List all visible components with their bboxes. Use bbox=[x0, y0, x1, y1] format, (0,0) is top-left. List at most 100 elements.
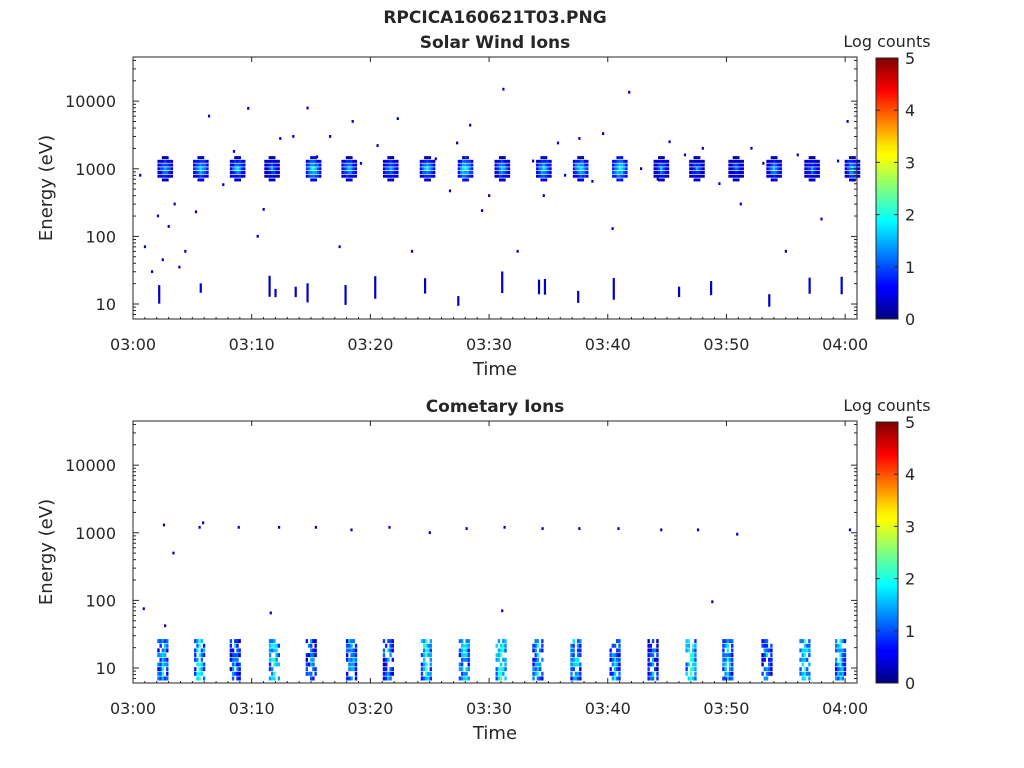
burst-cell bbox=[647, 657, 650, 662]
burst-cell bbox=[236, 639, 239, 644]
burst-cell bbox=[316, 163, 320, 167]
count-point bbox=[564, 173, 567, 177]
burst-cell bbox=[572, 662, 575, 667]
burst-cell bbox=[693, 159, 696, 163]
burst-cell bbox=[314, 170, 318, 174]
burst-cell bbox=[350, 163, 353, 167]
burst-cell bbox=[393, 167, 397, 171]
count-point bbox=[739, 202, 742, 206]
count-point bbox=[611, 227, 614, 230]
burst-cell bbox=[505, 174, 508, 178]
burst-cell bbox=[722, 653, 725, 658]
burst-cell bbox=[350, 667, 353, 672]
burst-cell bbox=[229, 170, 233, 174]
count-point bbox=[388, 525, 391, 529]
ion-burst bbox=[532, 639, 544, 681]
burst-cell bbox=[467, 657, 470, 662]
burst-cell bbox=[851, 156, 854, 160]
burst-cell bbox=[238, 156, 242, 160]
count-point bbox=[750, 146, 753, 150]
burst-cell bbox=[310, 163, 313, 167]
burst-cell bbox=[702, 159, 705, 163]
burst-cell bbox=[502, 657, 505, 662]
burst-cell bbox=[534, 662, 537, 667]
burst-cell bbox=[570, 643, 573, 648]
burst-cell bbox=[266, 170, 269, 174]
burst-cell bbox=[544, 178, 548, 182]
burst-cell bbox=[581, 156, 585, 160]
burst-cell bbox=[813, 163, 816, 167]
burst-cell bbox=[310, 676, 313, 681]
burst-cell bbox=[775, 178, 778, 182]
burst-cell bbox=[495, 671, 498, 676]
burst-cell bbox=[808, 178, 812, 182]
burst-cell bbox=[275, 662, 278, 667]
burst-cell bbox=[166, 159, 169, 163]
burst-cell bbox=[737, 156, 740, 160]
burst-cell bbox=[666, 167, 670, 171]
burst-cell bbox=[166, 174, 169, 178]
colorbar-tick-label: 1 bbox=[905, 622, 915, 641]
burst-cell bbox=[467, 653, 470, 658]
burst-cell bbox=[654, 667, 657, 672]
count-point bbox=[456, 141, 459, 145]
burst-cell bbox=[857, 174, 861, 178]
burst-cell bbox=[354, 170, 358, 174]
low-energy-streak bbox=[294, 286, 297, 298]
burst-cell bbox=[310, 643, 313, 648]
burst-cell bbox=[803, 667, 807, 672]
low-energy-streak bbox=[423, 278, 427, 294]
burst-cell bbox=[841, 653, 844, 658]
burst-cell bbox=[198, 653, 201, 658]
burst-cell bbox=[499, 662, 503, 667]
burst-cell bbox=[354, 159, 358, 163]
burst-cell bbox=[238, 648, 241, 653]
burst-cell bbox=[728, 167, 731, 171]
burst-cell bbox=[574, 662, 578, 667]
burst-cell bbox=[200, 671, 204, 676]
burst-cell bbox=[273, 662, 276, 667]
burst-cell bbox=[305, 662, 309, 667]
burst-cell bbox=[581, 167, 585, 171]
burst-cell bbox=[540, 156, 543, 160]
burst-cell bbox=[656, 662, 659, 667]
burst-cell bbox=[468, 159, 472, 163]
burst-cell bbox=[496, 167, 500, 171]
burst-cell bbox=[389, 676, 392, 681]
burst-cell bbox=[389, 174, 392, 178]
burst-cell bbox=[504, 667, 507, 672]
burst-cell bbox=[655, 170, 659, 174]
burst-cell bbox=[810, 159, 814, 163]
burst-cell bbox=[804, 167, 807, 171]
burst-cell bbox=[202, 676, 206, 681]
burst-cell bbox=[275, 174, 278, 178]
burst-cell bbox=[810, 163, 814, 167]
burst-cell bbox=[271, 671, 274, 676]
count-point bbox=[222, 183, 225, 187]
burst-cell bbox=[341, 170, 344, 174]
burst-cell bbox=[767, 648, 771, 653]
x-tick-label: 03:50 bbox=[703, 699, 749, 718]
y-axis-label: Energy (eV) bbox=[36, 499, 57, 605]
burst-cell bbox=[231, 671, 235, 676]
burst-cell bbox=[808, 639, 811, 644]
burst-cell bbox=[702, 170, 705, 174]
burst-cell bbox=[849, 167, 852, 171]
burst-cell bbox=[273, 156, 276, 160]
burst-cell bbox=[264, 167, 267, 171]
burst-cell bbox=[465, 639, 468, 644]
burst-cell bbox=[689, 174, 692, 178]
burst-cell bbox=[305, 163, 309, 167]
burst-cell bbox=[268, 648, 272, 653]
burst-cell bbox=[851, 178, 854, 182]
colorbar-tick-label: 2 bbox=[905, 206, 915, 225]
burst-cell bbox=[801, 671, 804, 676]
x-axis-label: Time bbox=[472, 723, 517, 744]
burst-cell bbox=[168, 167, 171, 171]
burst-cell bbox=[238, 671, 241, 676]
burst-cell bbox=[200, 653, 204, 658]
burst-cell bbox=[352, 653, 355, 658]
burst-cell bbox=[620, 170, 624, 174]
burst-cell bbox=[238, 159, 242, 163]
low-energy-streak bbox=[537, 279, 541, 295]
